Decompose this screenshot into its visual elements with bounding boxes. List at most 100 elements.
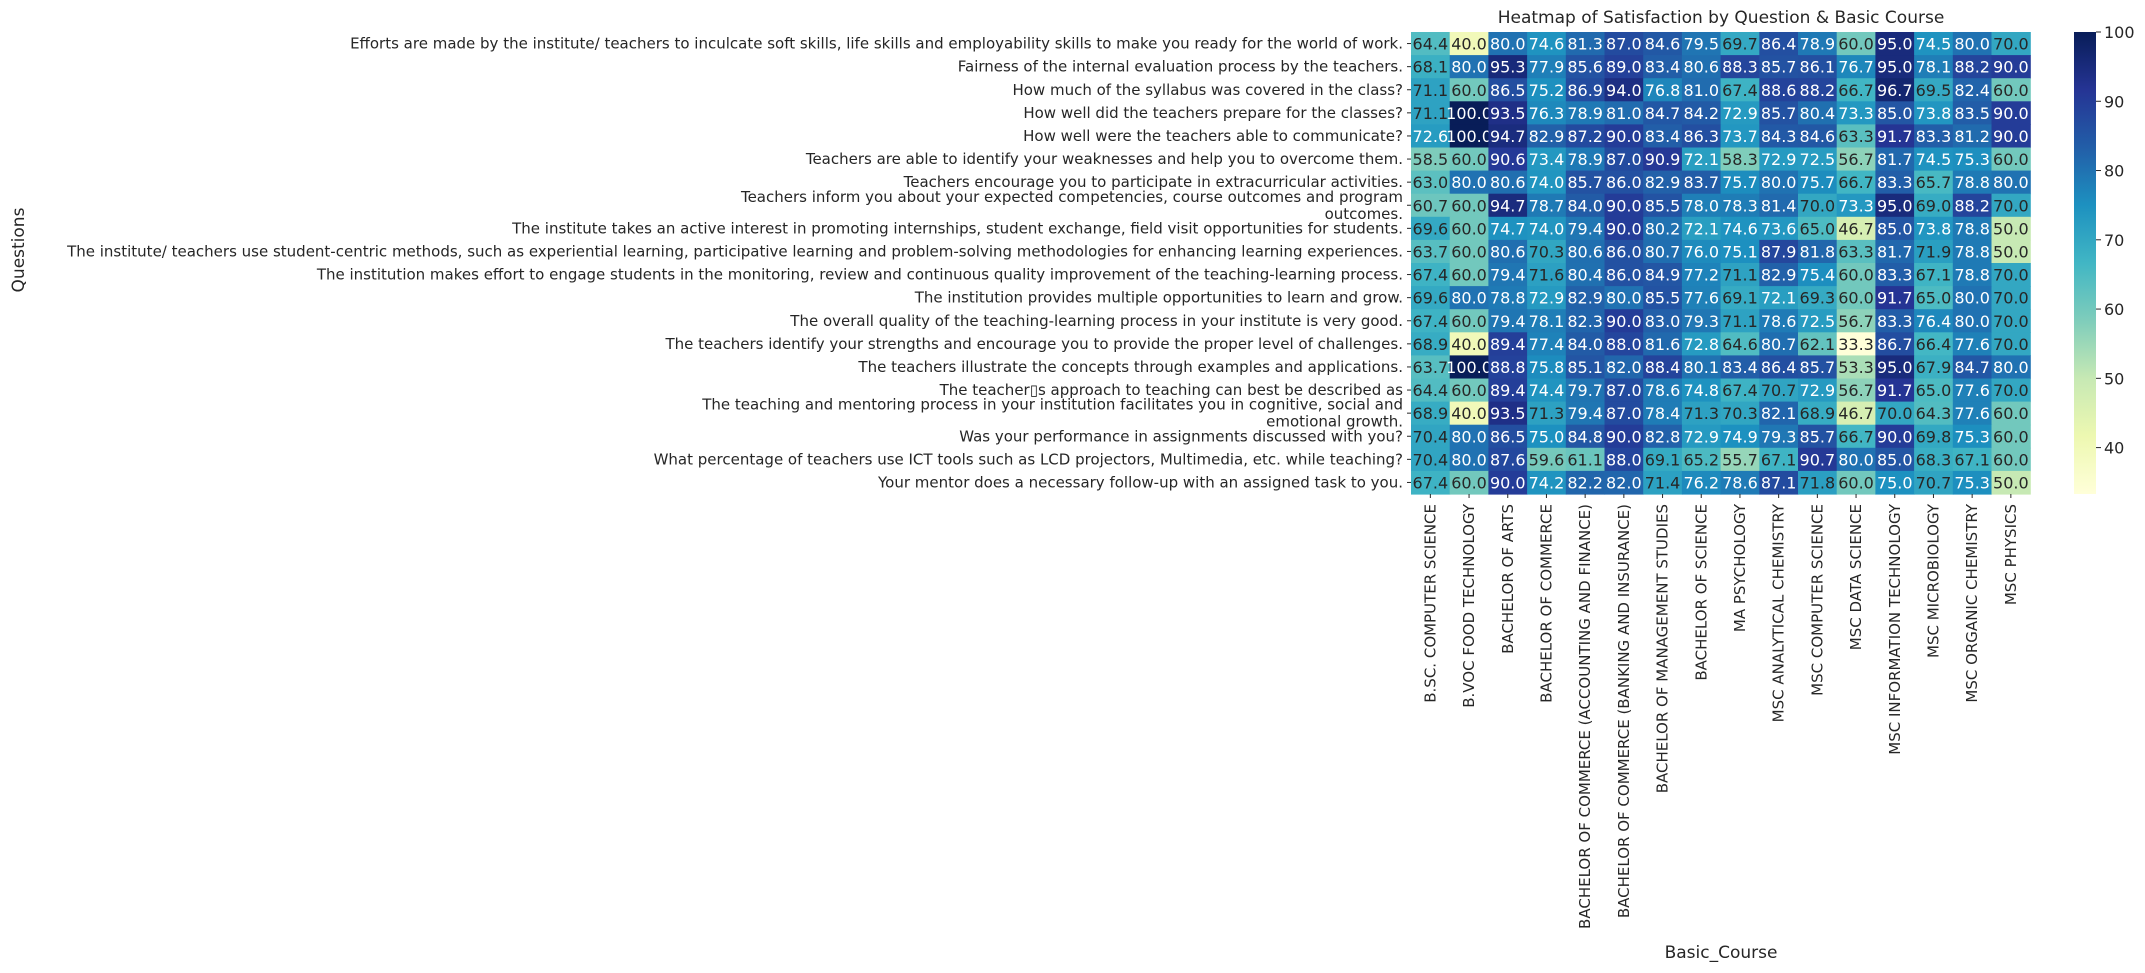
row-label: Fairness of the internal evaluation proc… (958, 58, 1403, 76)
cell-value-label: 71.1 (1722, 266, 1758, 285)
heatmap-cell (1798, 309, 1838, 333)
heatmap-cell (1914, 239, 1954, 264)
cell-value-label: 88.8 (1490, 358, 1526, 377)
cell-value-label: 72.1 (1683, 150, 1719, 169)
cell-value-label: 77.6 (1954, 335, 1990, 354)
heatmap-cell (1836, 101, 1876, 125)
cell-value-label: 79.4 (1490, 266, 1526, 285)
cell-value-label: 90.0 (1877, 427, 1913, 446)
cell-value-label: 70.0 (1800, 196, 1836, 215)
cell-value-label: 60.0 (1451, 150, 1487, 169)
heatmap-cell (1914, 101, 1954, 125)
heatmap-cell (1565, 309, 1606, 333)
cell-value-label: 83.7 (1683, 173, 1719, 192)
heatmap-cell (1604, 101, 1644, 125)
colorbar-gradient (2074, 32, 2096, 494)
cell-value-label: 60.7 (1413, 196, 1449, 215)
cell-value-label: 79.5 (1683, 35, 1719, 54)
heatmap-cell (1991, 447, 2031, 472)
cell-value-label: 70.4 (1413, 450, 1449, 469)
heatmap-cell (1720, 216, 1760, 241)
row-label: The institution provides multiple opport… (914, 289, 1403, 307)
colorbar-tick-label: 80 (2104, 162, 2124, 181)
heatmap-cell (1759, 55, 1799, 79)
heatmap-cell (1798, 193, 1838, 218)
cell-value-label: 72.6 (1413, 127, 1449, 146)
heatmap-cell (1449, 424, 1489, 449)
heatmap-cell (1488, 424, 1528, 449)
heatmap-cell (1875, 470, 1915, 495)
column-label: MSC COMPUTER SCIENCE (1808, 504, 1826, 696)
cell-value-label: 78.8 (1954, 242, 1990, 261)
column-label: MA PSYCHOLOGY (1731, 503, 1749, 632)
cell-value-label: 73.7 (1722, 127, 1758, 146)
cell-value-label: 65.0 (1916, 381, 1952, 400)
heatmap-cell (1875, 424, 1915, 449)
cell-value-label: 88.2 (1954, 196, 1990, 215)
cell-value-label: 83.5 (1954, 104, 1990, 123)
cell-value-label: 87.6 (1490, 450, 1526, 469)
cell-value-label: 70.0 (1877, 404, 1913, 423)
cell-value-label: 78.1 (1916, 58, 1952, 77)
cell-value-label: 90.0 (1606, 427, 1642, 446)
heatmap-cell (1991, 32, 2031, 56)
colorbar-tick-label: 60 (2104, 300, 2124, 319)
cell-value-label: 83.3 (1916, 127, 1952, 146)
heatmap-cell (1565, 401, 1606, 426)
heatmap-cell (1449, 378, 1489, 403)
heatmap-cell (1488, 193, 1528, 218)
heatmap-cell (1836, 378, 1876, 403)
cell-value-label: 60.0 (1451, 242, 1487, 261)
cell-value-label: 69.5 (1916, 81, 1952, 100)
heatmap-cell (1875, 147, 1915, 172)
cell-value-label: 70.3 (1529, 242, 1565, 261)
heatmap-cell (1875, 124, 1915, 149)
column-label: BACHELOR OF COMMERCE (ACCOUNTING AND FIN… (1576, 504, 1594, 929)
heatmap-cell (1798, 32, 1838, 56)
cell-value-label: 76.2 (1683, 473, 1719, 492)
heatmap-cell (1681, 55, 1722, 79)
heatmap-cell (1836, 170, 1876, 195)
heatmap-cell (1527, 309, 1567, 333)
heatmap-cell (1449, 124, 1489, 149)
column-label: B.SC. COMPUTER SCIENCE (1421, 504, 1439, 703)
cell-value-label: 69.6 (1413, 219, 1449, 238)
cell-value-label: 87.9 (1761, 242, 1797, 261)
heatmap-cell (1836, 355, 1876, 380)
cell-value-label: 89.4 (1490, 335, 1526, 354)
column-label: BACHELOR OF COMMERCE (BANKING AND INSURA… (1615, 504, 1633, 918)
cell-value-label: 74.5 (1916, 150, 1952, 169)
cell-value-label: 60.0 (1451, 381, 1487, 400)
heatmap-cell (1875, 78, 1915, 102)
cell-value-label: 74.0 (1529, 219, 1565, 238)
heatmap-cell (1411, 378, 1451, 403)
cell-value-label: 80.0 (1954, 289, 1990, 308)
heatmap-cell (1914, 447, 1954, 472)
cell-value-label: 70.7 (1761, 381, 1797, 400)
heatmap-cell (1681, 124, 1722, 149)
heatmap-cell (1604, 447, 1644, 472)
heatmap-cell (1604, 78, 1644, 102)
heatmap-cell (1759, 424, 1799, 449)
heatmap-cell (1527, 378, 1567, 403)
cell-value-label: 71.3 (1683, 404, 1719, 423)
heatmap-cell (1991, 263, 2031, 287)
heatmap-cell (1875, 401, 1915, 426)
cell-value-label: 80.0 (1993, 358, 2029, 377)
cell-value-label: 86.4 (1761, 358, 1797, 377)
cell-value-label: 65.7 (1916, 173, 1952, 192)
heatmap-cell (1488, 401, 1528, 426)
heatmap-cell (1798, 355, 1838, 380)
heatmap-cell (1604, 193, 1644, 218)
heatmap-cell (1411, 147, 1451, 172)
cell-value-label: 76.4 (1916, 312, 1952, 331)
heatmap-cell (1681, 239, 1722, 264)
row-label: The institute/ teachers use student-cent… (66, 242, 1403, 260)
cell-value-label: 67.4 (1722, 81, 1758, 100)
cell-value-label: 85.5 (1645, 196, 1681, 215)
heatmap-cell (1759, 447, 1799, 472)
heatmap-cell (1488, 332, 1528, 356)
heatmap-cell (1836, 239, 1876, 264)
cell-value-label: 68.3 (1916, 450, 1952, 469)
cell-value-label: 75.7 (1800, 173, 1836, 192)
